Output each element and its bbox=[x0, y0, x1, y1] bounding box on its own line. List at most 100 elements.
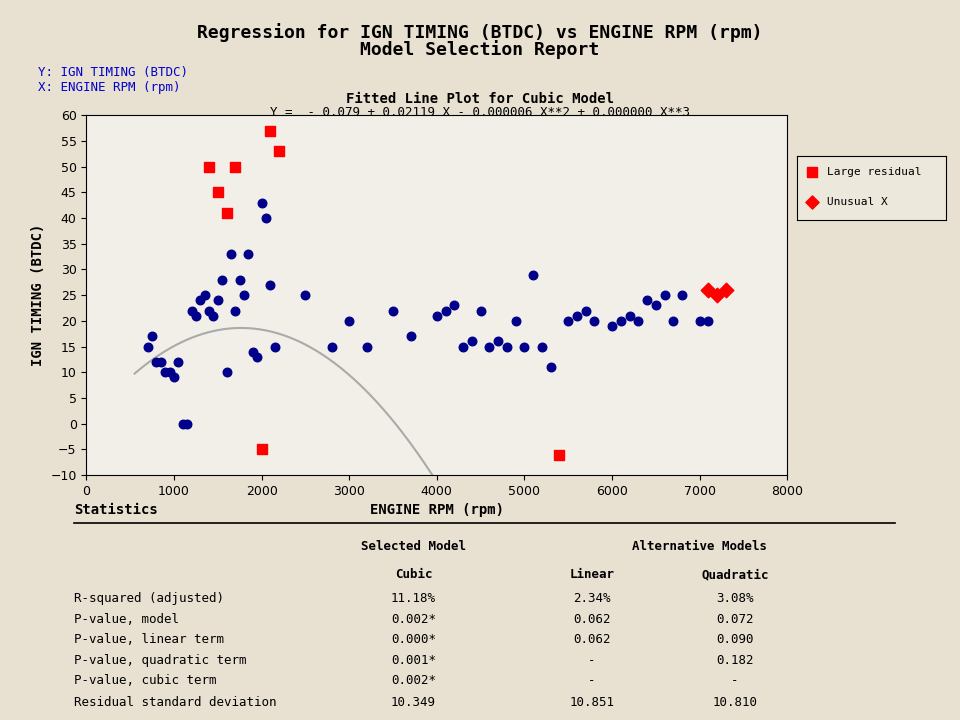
Point bbox=[657, 289, 672, 301]
Point bbox=[210, 186, 226, 198]
Text: 2.34%: 2.34% bbox=[573, 592, 611, 605]
Point bbox=[534, 341, 549, 352]
Point bbox=[718, 284, 733, 296]
Point bbox=[205, 310, 221, 322]
Point bbox=[263, 279, 278, 291]
Point bbox=[491, 336, 506, 347]
Text: Quadratic: Quadratic bbox=[701, 568, 769, 581]
Point bbox=[455, 341, 470, 352]
Text: 0.062: 0.062 bbox=[573, 633, 611, 646]
Point bbox=[692, 315, 708, 327]
Point bbox=[162, 366, 178, 378]
Point bbox=[263, 125, 278, 136]
Point bbox=[804, 196, 819, 207]
Point bbox=[157, 366, 173, 378]
Text: -: - bbox=[731, 674, 738, 687]
Text: Unusual X: Unusual X bbox=[827, 197, 887, 207]
Point bbox=[543, 361, 559, 373]
Point bbox=[552, 449, 567, 460]
Point bbox=[183, 305, 200, 316]
Text: 10.810: 10.810 bbox=[712, 696, 757, 708]
Point bbox=[272, 145, 287, 157]
Point bbox=[709, 289, 725, 301]
Point bbox=[232, 274, 248, 286]
Text: Selected Model: Selected Model bbox=[361, 540, 466, 553]
Point bbox=[561, 315, 576, 327]
Point bbox=[241, 248, 256, 260]
Point bbox=[446, 300, 462, 311]
Point bbox=[324, 341, 340, 352]
Point bbox=[197, 289, 212, 301]
Text: Residual standard deviation: Residual standard deviation bbox=[74, 696, 276, 708]
Text: 0.072: 0.072 bbox=[716, 613, 754, 626]
Text: 3.08%: 3.08% bbox=[716, 592, 754, 605]
Point bbox=[214, 274, 229, 286]
Point bbox=[219, 366, 234, 378]
Text: -: - bbox=[588, 674, 596, 687]
Point bbox=[569, 310, 585, 322]
Point bbox=[219, 207, 234, 219]
Text: Fitted Line Plot for Cubic Model: Fitted Line Plot for Cubic Model bbox=[346, 92, 614, 106]
Point bbox=[228, 305, 243, 316]
Text: Model Selection Report: Model Selection Report bbox=[360, 40, 600, 58]
Point bbox=[665, 315, 681, 327]
Text: Regression for IGN TIMING (BTDC) vs ENGINE RPM (rpm): Regression for IGN TIMING (BTDC) vs ENGI… bbox=[197, 23, 763, 42]
Point bbox=[245, 346, 260, 358]
Point bbox=[516, 341, 532, 352]
Point bbox=[438, 305, 453, 316]
Text: 0.062: 0.062 bbox=[573, 613, 611, 626]
Text: 10.349: 10.349 bbox=[391, 696, 436, 708]
X-axis label: ENGINE RPM (rpm): ENGINE RPM (rpm) bbox=[370, 503, 504, 518]
Point bbox=[149, 356, 164, 368]
Point bbox=[701, 315, 716, 327]
Text: 0.002*: 0.002* bbox=[391, 613, 436, 626]
Point bbox=[202, 305, 217, 316]
Text: 0.090: 0.090 bbox=[716, 633, 754, 646]
Text: Large residual: Large residual bbox=[827, 167, 921, 177]
Text: P-value, cubic term: P-value, cubic term bbox=[74, 674, 217, 687]
Point bbox=[202, 161, 217, 172]
Text: P-value, linear term: P-value, linear term bbox=[74, 633, 224, 646]
Point bbox=[631, 315, 646, 327]
Point bbox=[224, 248, 239, 260]
Point bbox=[359, 341, 374, 352]
Text: P-value, quadratic term: P-value, quadratic term bbox=[74, 654, 247, 667]
Text: 10.851: 10.851 bbox=[569, 696, 614, 708]
Text: R-squared (adjusted): R-squared (adjusted) bbox=[74, 592, 224, 605]
Point bbox=[250, 351, 265, 363]
Point bbox=[144, 330, 159, 342]
Point bbox=[228, 161, 243, 172]
Text: -: - bbox=[588, 654, 596, 667]
Point bbox=[465, 336, 480, 347]
Point bbox=[525, 269, 540, 280]
Point bbox=[171, 356, 186, 368]
Point bbox=[253, 444, 269, 455]
Point bbox=[674, 289, 689, 301]
Text: Y =  - 0.079 + 0.02119 X - 0.000006 X**2 + 0.000000 X**3: Y = - 0.079 + 0.02119 X - 0.000006 X**2 … bbox=[270, 106, 690, 119]
Point bbox=[605, 320, 620, 332]
Point bbox=[267, 341, 282, 352]
Point bbox=[639, 294, 655, 306]
Text: 0.001*: 0.001* bbox=[391, 654, 436, 667]
Text: Y: IGN TIMING (BTDC): Y: IGN TIMING (BTDC) bbox=[38, 66, 188, 79]
Point bbox=[253, 197, 269, 208]
Point bbox=[587, 315, 602, 327]
Point bbox=[298, 289, 313, 301]
Text: 11.18%: 11.18% bbox=[391, 592, 436, 605]
Point bbox=[508, 315, 523, 327]
Point bbox=[701, 284, 716, 296]
Text: Linear: Linear bbox=[569, 568, 614, 581]
Y-axis label: IGN TIMING (BTDC): IGN TIMING (BTDC) bbox=[31, 224, 45, 366]
Text: Statistics: Statistics bbox=[74, 503, 157, 517]
Point bbox=[482, 341, 497, 352]
Text: P-value, model: P-value, model bbox=[74, 613, 180, 626]
Point bbox=[140, 341, 156, 352]
Point bbox=[154, 356, 169, 368]
Point bbox=[578, 305, 593, 316]
Point bbox=[473, 305, 489, 316]
Point bbox=[193, 294, 208, 306]
Point bbox=[499, 341, 515, 352]
Text: Cubic: Cubic bbox=[395, 568, 432, 581]
Text: X: ENGINE RPM (rpm): X: ENGINE RPM (rpm) bbox=[38, 81, 180, 94]
Point bbox=[648, 300, 663, 311]
